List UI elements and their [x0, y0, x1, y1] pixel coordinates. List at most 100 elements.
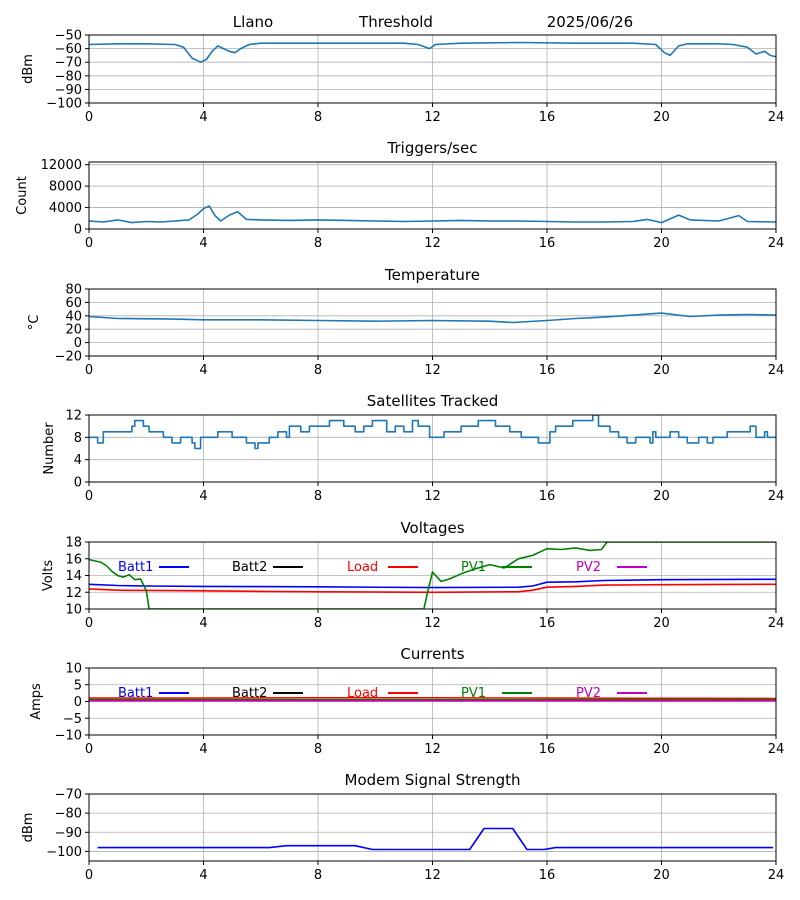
legend-label: PV1 — [461, 686, 486, 701]
x-tick-label: 4 — [199, 489, 207, 504]
legend-label: Batt2 — [232, 560, 267, 575]
y-axis-label: Amps — [29, 683, 44, 720]
y-tick-label: 20 — [65, 323, 82, 338]
legend-label: PV2 — [576, 560, 601, 575]
chart-title: Temperature — [384, 266, 480, 284]
y-tick-label: 14 — [65, 569, 82, 584]
y-tick-label: −70 — [55, 56, 82, 71]
x-tick-label: 0 — [85, 742, 93, 757]
y-tick-label: 4000 — [49, 201, 82, 216]
series-line-main — [89, 205, 776, 224]
y-tick-label: 80 — [65, 283, 82, 298]
series-line-load — [89, 697, 776, 700]
y-tick-label: −20 — [55, 350, 82, 365]
y-tick-label: −10 — [55, 729, 82, 744]
y-tick-label: −70 — [55, 788, 82, 803]
x-tick-label: 4 — [199, 363, 207, 378]
legend: Batt1 Batt2 Load PV1 PV2 — [118, 686, 647, 701]
y-axis-label: dBm — [21, 54, 36, 84]
x-tick-label: 12 — [424, 868, 441, 883]
x-tick-label: 24 — [768, 110, 785, 125]
y-tick-label: −50 — [55, 29, 82, 44]
y-tick-label: −90 — [55, 826, 82, 841]
y-axis-label: Volts — [41, 560, 56, 592]
y-tick-label: 8 — [74, 431, 82, 446]
y-tick-label: 5 — [74, 678, 82, 693]
x-tick-label: 0 — [85, 868, 93, 883]
y-tick-label: −100 — [46, 845, 82, 860]
x-tick-label: 24 — [768, 868, 785, 883]
x-tick-label: 4 — [199, 868, 207, 883]
y-axis-label: Number — [42, 422, 57, 475]
x-tick-label: 16 — [539, 236, 556, 251]
y-tick-label: 16 — [65, 552, 82, 567]
x-tick-label: 8 — [314, 616, 322, 631]
x-tick-label: 20 — [653, 110, 670, 125]
y-tick-label: 18 — [65, 536, 82, 551]
x-tick-label: 12 — [424, 363, 441, 378]
legend-label: Batt1 — [118, 560, 153, 575]
x-tick-label: 12 — [424, 616, 441, 631]
x-tick-label: 12 — [424, 742, 441, 757]
x-tick-label: 0 — [85, 110, 93, 125]
x-tick-label: 16 — [539, 489, 556, 504]
x-tick-label: 0 — [85, 489, 93, 504]
x-tick-label: 24 — [768, 742, 785, 757]
header-site: Llano — [233, 13, 273, 31]
series-line-pv1 — [89, 542, 776, 609]
x-tick-label: 24 — [768, 616, 785, 631]
x-tick-label: 8 — [314, 110, 322, 125]
x-tick-label: 0 — [85, 616, 93, 631]
header-label: Threshold — [358, 13, 433, 31]
x-tick-label: 4 — [199, 742, 207, 757]
y-tick-label: −5 — [63, 712, 82, 727]
chart-satellites: 0 4 8 12 16 20 24 0 4 8 12 Satellites Tracked Number — [42, 392, 784, 504]
chart-triggers: 0 4 8 12 16 20 24 0 4000 8000 12000 Triggers/sec Cou… — [15, 139, 784, 251]
x-tick-label: 0 — [85, 236, 93, 251]
y-axis-label: dBm — [21, 813, 36, 843]
x-tick-label: 12 — [424, 236, 441, 251]
legend-label: Batt2 — [232, 686, 267, 701]
legend: Batt1 Batt2 Load PV1 PV2 — [118, 560, 647, 575]
y-tick-label: 0 — [74, 476, 82, 491]
x-tick-label: 8 — [314, 236, 322, 251]
y-tick-label: −80 — [55, 69, 82, 84]
y-tick-label: 10 — [65, 603, 82, 618]
y-tick-label: 60 — [65, 296, 82, 311]
y-tick-label: 12 — [65, 409, 82, 424]
x-tick-label: 16 — [539, 363, 556, 378]
series-line-main — [89, 312, 776, 324]
y-tick-label: 12 — [65, 586, 82, 601]
y-tick-label: 4 — [74, 453, 82, 468]
y-tick-label: 40 — [65, 309, 82, 324]
x-tick-label: 4 — [199, 616, 207, 631]
x-tick-label: 20 — [653, 489, 670, 504]
series-line-load — [89, 583, 776, 594]
chart-title: Triggers/sec — [387, 139, 478, 157]
y-tick-label: 8000 — [49, 180, 82, 195]
x-tick-label: 12 — [424, 110, 441, 125]
legend-label: PV1 — [461, 560, 486, 575]
series-line-main — [97, 827, 774, 851]
chart-title: Satellites Tracked — [367, 392, 498, 410]
x-tick-label: 8 — [314, 489, 322, 504]
y-tick-label: 0 — [74, 223, 82, 238]
x-tick-label: 8 — [314, 742, 322, 757]
y-axis-label: Count — [15, 176, 30, 215]
chart-modem: 0 4 8 12 16 20 24 −100 −90 −80 −70 Modem Signal Str… — [21, 771, 784, 883]
legend-label: Load — [347, 686, 378, 701]
x-tick-label: 12 — [424, 489, 441, 504]
x-tick-label: 16 — [539, 868, 556, 883]
x-tick-label: 4 — [199, 236, 207, 251]
series-line-main — [89, 415, 776, 450]
legend-label: Batt1 — [118, 686, 153, 701]
x-tick-label: 16 — [539, 616, 556, 631]
x-tick-label: 20 — [653, 742, 670, 757]
x-tick-label: 24 — [768, 363, 785, 378]
y-axis-label: °C — [27, 315, 42, 331]
y-tick-label: 10 — [65, 662, 82, 677]
y-tick-label: 12000 — [41, 158, 82, 173]
header-date: 2025/06/26 — [547, 13, 633, 31]
